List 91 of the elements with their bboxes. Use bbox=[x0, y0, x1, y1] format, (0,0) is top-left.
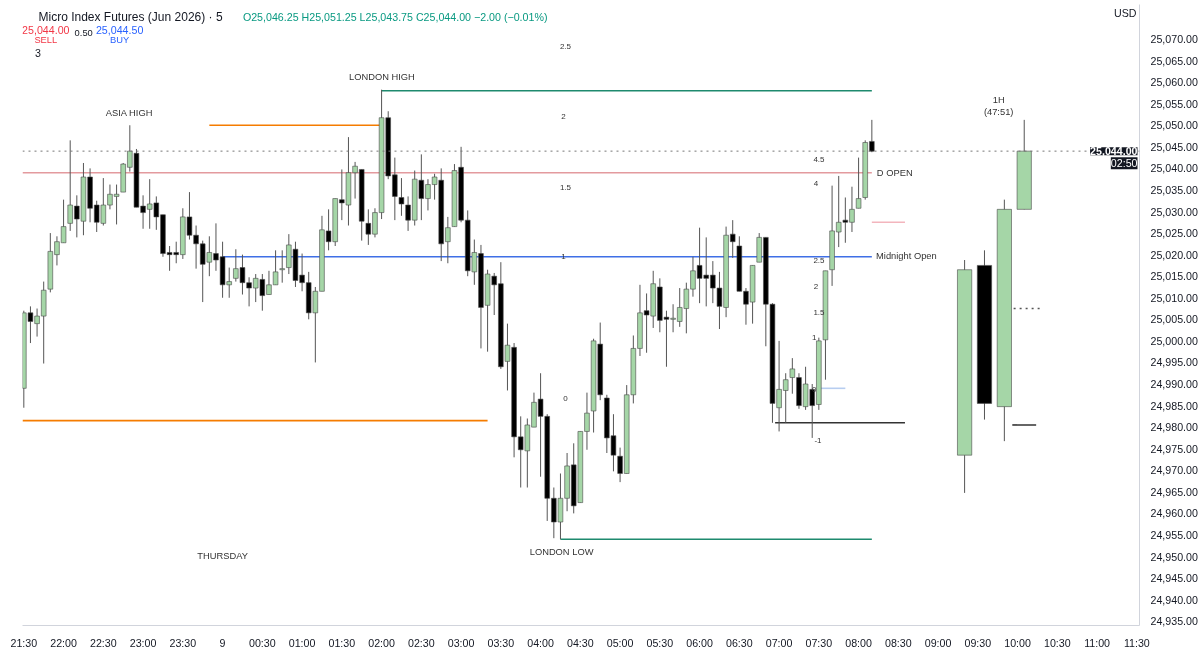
y-tick-label: 24,935.00 bbox=[1150, 615, 1198, 628]
candlestick bbox=[279, 249, 285, 284]
x-tick-label: 00:30 bbox=[249, 636, 276, 649]
y-tick-label: 24,975.00 bbox=[1150, 442, 1198, 455]
x-tick-label: 9 bbox=[219, 636, 226, 649]
annotation: D OPEN bbox=[876, 167, 913, 178]
x-tick-label: 23:30 bbox=[169, 636, 197, 649]
y-tick-label: 24,950.00 bbox=[1150, 550, 1198, 563]
x-tick-label: 10:00 bbox=[1004, 636, 1031, 649]
annotation: LONDON HIGH bbox=[348, 71, 415, 82]
x-tick-label: 22:00 bbox=[50, 636, 77, 649]
y-tick-label: 25,055.00 bbox=[1150, 97, 1198, 110]
x-tick-label: 05:00 bbox=[606, 636, 634, 649]
y-tick-label: 24,985.00 bbox=[1150, 399, 1198, 412]
y-tick-label: 25,060.00 bbox=[1150, 76, 1198, 89]
annotation: 0 bbox=[811, 385, 817, 395]
annotation: 1 bbox=[811, 332, 817, 342]
annotation: 1 bbox=[561, 252, 567, 262]
y-tick-label: 24,965.00 bbox=[1150, 485, 1198, 498]
annotation: 1.5 bbox=[559, 182, 572, 192]
x-tick-label: 08:30 bbox=[885, 636, 912, 649]
x-tick-label: 02:30 bbox=[408, 636, 435, 649]
y-tick-label: 24,960.00 bbox=[1150, 507, 1198, 520]
y-tick-label: 24,955.00 bbox=[1150, 528, 1198, 541]
x-tick-label: 23:00 bbox=[129, 636, 157, 649]
y-tick-label: 24,970.00 bbox=[1150, 464, 1198, 477]
x-tick-label: 21:30 bbox=[10, 636, 38, 649]
x-tick-label: 06:30 bbox=[726, 636, 753, 649]
annotation: LONDON LOW bbox=[529, 547, 594, 558]
chart-title: Micro Index Futures (Jun 2026) · 5 bbox=[38, 9, 223, 24]
annotation: 0.50 bbox=[74, 27, 93, 38]
x-tick-label: 22:30 bbox=[89, 636, 117, 649]
annotation: 25,044.50 bbox=[95, 23, 144, 36]
annotation: ASIA HIGH bbox=[105, 108, 153, 119]
annotation: -1 bbox=[814, 436, 823, 446]
ref-line-label: 25,044.00 bbox=[1090, 145, 1138, 158]
x-tick-label: 03:00 bbox=[447, 636, 475, 649]
y-tick-label: 24,940.00 bbox=[1150, 593, 1198, 606]
annotation: 02:50 bbox=[1110, 157, 1138, 170]
y-tick-label: 24,990.00 bbox=[1150, 378, 1198, 390]
y-tick-label: 24,945.00 bbox=[1150, 572, 1198, 585]
x-tick-label: 11:00 bbox=[1084, 636, 1111, 649]
x-tick-label: 07:30 bbox=[805, 636, 833, 649]
annotation: 4 bbox=[813, 178, 819, 188]
annotation: 25,044.00 bbox=[22, 23, 70, 36]
annotation: Midnight Open bbox=[876, 250, 937, 261]
annotation: 4.5 bbox=[813, 154, 826, 164]
annotation: 0 bbox=[563, 394, 569, 404]
text: O25,046.25 H25,051.25 L25,043.75 C25,044.00 −2.00 (−0.01%) bbox=[242, 10, 548, 23]
x-tick-label: 04:30 bbox=[567, 636, 594, 649]
candlestick bbox=[398, 177, 405, 217]
x-tick-label: 02:00 bbox=[368, 636, 395, 649]
candlestick bbox=[855, 157, 862, 209]
x-tick-label: 07:00 bbox=[765, 636, 793, 649]
x-tick-label: 04:00 bbox=[527, 636, 554, 649]
y-tick-label: 25,010.00 bbox=[1150, 291, 1198, 304]
x-tick-label: 08:00 bbox=[845, 636, 872, 649]
annotation: BUY bbox=[110, 34, 130, 45]
y-tick-label: 24,980.00 bbox=[1150, 421, 1198, 434]
y-tick-label: 25,005.00 bbox=[1150, 313, 1198, 326]
x-tick-label: 03:30 bbox=[487, 636, 515, 649]
annotation: 2 bbox=[813, 281, 819, 291]
y-tick-label: 24,995.00 bbox=[1150, 356, 1198, 369]
x-tick-label: 09:00 bbox=[924, 636, 952, 649]
x-tick-label: 11:30 bbox=[1123, 636, 1150, 649]
y-tick-label: 25,035.00 bbox=[1150, 183, 1198, 196]
y-tick-label: 25,065.00 bbox=[1150, 54, 1198, 67]
annotation: SELL bbox=[34, 34, 58, 45]
y-tick-label: 25,040.00 bbox=[1150, 162, 1198, 175]
y-tick-label: 25,020.00 bbox=[1150, 248, 1198, 261]
x-tick-label: 01:00 bbox=[288, 636, 316, 649]
annotation: 2 bbox=[561, 112, 567, 122]
y-tick-label: 25,015.00 bbox=[1150, 270, 1198, 283]
annotation: (47:51) bbox=[983, 107, 1014, 118]
x-tick-label: 10:30 bbox=[1044, 636, 1071, 649]
x-tick-label: 06:00 bbox=[686, 636, 713, 649]
x-tick-label: 05:30 bbox=[646, 636, 674, 649]
y-tick-label: 25,025.00 bbox=[1150, 227, 1198, 240]
annotation: USD bbox=[1114, 6, 1137, 19]
x-tick-label: 09:30 bbox=[964, 636, 992, 649]
annotation: 3 bbox=[35, 47, 42, 60]
y-tick-label: 25,030.00 bbox=[1150, 205, 1198, 218]
x-tick-label: 01:30 bbox=[328, 636, 356, 649]
annotation: 2.5 bbox=[559, 42, 572, 52]
annotation: 1H bbox=[992, 95, 1005, 106]
annotation: 2.5 bbox=[813, 256, 826, 266]
y-tick-label: 25,050.00 bbox=[1150, 119, 1198, 132]
y-tick-label: 25,000.00 bbox=[1150, 334, 1198, 347]
y-tick-label: 25,070.00 bbox=[1150, 33, 1198, 45]
annotation: THURSDAY bbox=[197, 551, 249, 562]
y-tick-label: 25,045.00 bbox=[1150, 140, 1198, 153]
